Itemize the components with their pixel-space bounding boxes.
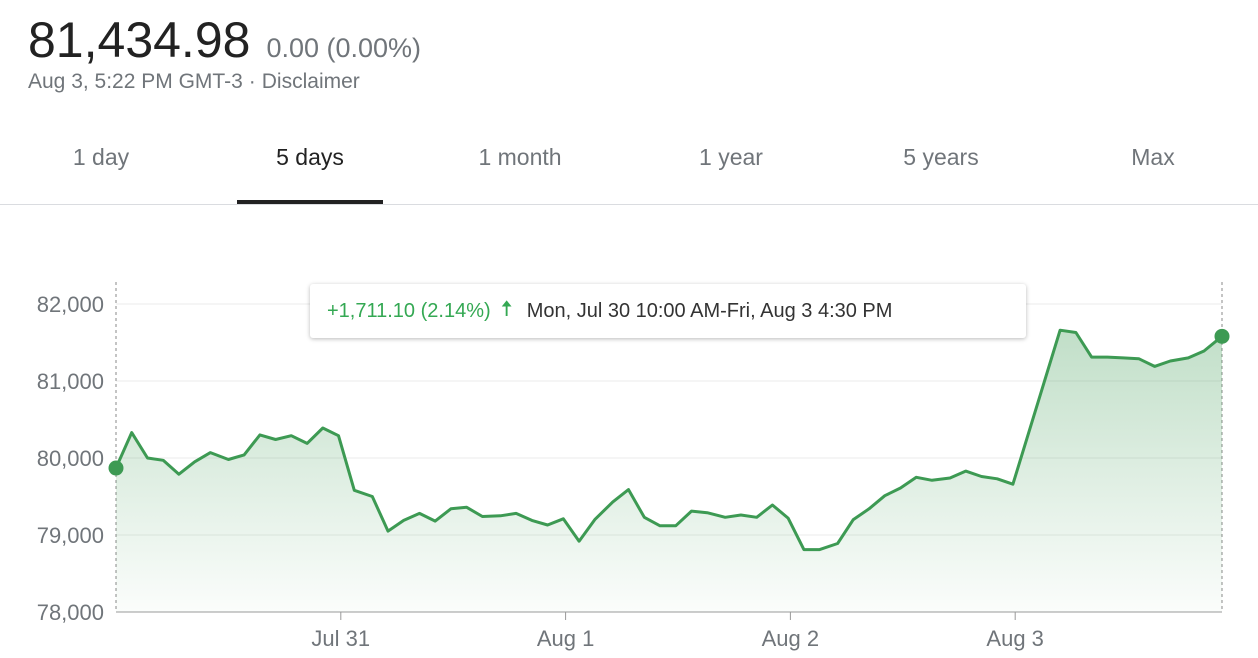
- tab-max[interactable]: Max: [1131, 143, 1175, 170]
- x-tick-label: Jul 31: [311, 626, 370, 651]
- x-tick-label: Aug 2: [762, 626, 820, 651]
- active-tab-indicator: [237, 200, 383, 204]
- disclaimer-link[interactable]: Disclaimer: [261, 70, 360, 93]
- tooltip-change: +1,711.10 (2.14%): [327, 299, 491, 322]
- y-tick-label: 79,000: [37, 523, 104, 548]
- meta-separator: ·: [248, 70, 256, 93]
- range-endpoint-dot: [1214, 328, 1230, 344]
- x-tick-label: Aug 3: [986, 626, 1044, 651]
- price-row: 81,434.98 0.00 (0.00%): [28, 8, 421, 72]
- quote-header: 81,434.98 0.00 (0.00%) Aug 3, 5:22 PM GM…: [28, 8, 421, 94]
- quote-timestamp: Aug 3, 5:22 PM GMT-3: [28, 70, 243, 93]
- tooltip-range: Mon, Jul 30 10:00 AM-Fri, Aug 3 4:30 PM: [526, 299, 893, 322]
- tab-5-years[interactable]: 5 years: [903, 143, 979, 170]
- time-range-tabs: 1 day 5 days 1 month 1 year 5 years Max: [0, 110, 1258, 205]
- tab-1-month[interactable]: 1 month: [478, 143, 562, 170]
- price-change: 0.00 (0.00%): [266, 33, 422, 63]
- y-tick-label: 81,000: [37, 369, 104, 394]
- quote-meta: Aug 3, 5:22 PM GMT-3 · Disclaimer: [28, 70, 421, 94]
- x-tick-label: Aug 1: [537, 626, 595, 651]
- range-endpoint-dot: [108, 460, 124, 476]
- tab-5-days[interactable]: 5 days: [276, 143, 344, 170]
- chart-tooltip: +1,711.10 (2.14%) 🠅 Mon, Jul 30 10:00 AM…: [310, 284, 1026, 338]
- tab-1-day[interactable]: 1 day: [72, 143, 130, 170]
- y-tick-label: 82,000: [37, 292, 104, 317]
- tab-1-year[interactable]: 1 year: [699, 143, 763, 170]
- current-price: 81,434.98: [28, 12, 251, 68]
- price-chart[interactable]: 78,000 79,000 80,000 81,000 82,000 Jul 31 Aug …: [0, 210, 1258, 658]
- up-arrow-icon: 🠅: [500, 296, 513, 321]
- y-tick-label: 80,000: [37, 446, 104, 471]
- series-area: [116, 330, 1222, 612]
- y-tick-label: 78,000: [37, 600, 104, 625]
- series-line: [114, 328, 1223, 552]
